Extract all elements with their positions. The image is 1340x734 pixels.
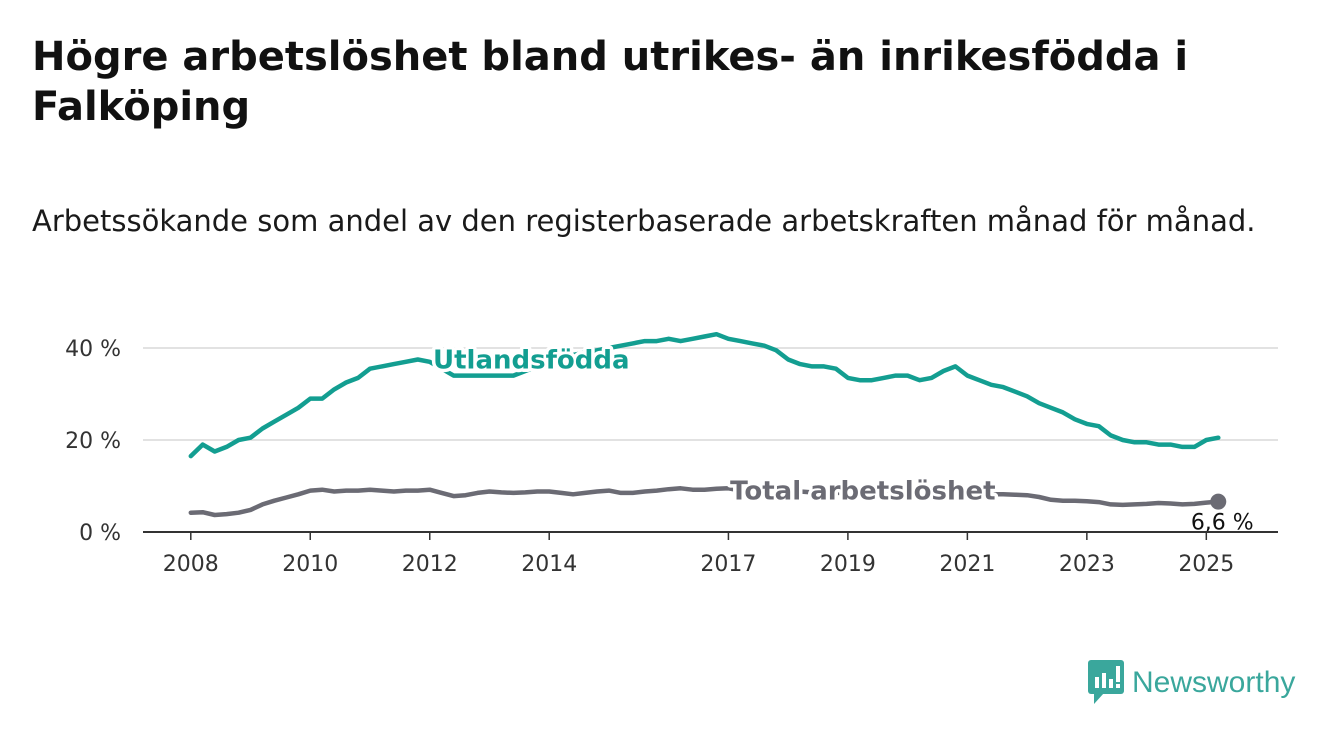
line-layer (188, 331, 1227, 518)
x-tick-label: 2025 (1178, 552, 1234, 577)
end-point-marker (1210, 493, 1227, 510)
x-tick-label: 2008 (163, 552, 219, 577)
y-tick-label: 20 % (65, 429, 121, 454)
page-title: Högre arbetslöshet bland utrikes- än inr… (32, 34, 1189, 130)
y-tick-label: 0 % (79, 521, 121, 546)
newsworthy-logo-icon (1088, 660, 1124, 704)
y-tick-label: 40 % (65, 337, 121, 362)
x-tick-label: 2023 (1059, 552, 1115, 577)
chart-subtitle: Arbetssökande som andel av den registerb… (32, 204, 1256, 238)
x-tick-label: 2010 (282, 552, 338, 577)
x-tick-label: 2019 (820, 552, 876, 577)
x-tick-label: 2014 (521, 552, 577, 577)
x-tick-label: 2021 (939, 552, 995, 577)
axis-layer: 0 % 20 % 40 % 2008 2010 2012 2014 2017 2019 2021 2… (65, 337, 1278, 577)
brand-name: Newsworthy (1132, 666, 1296, 699)
x-tick-label: 2017 (700, 552, 756, 577)
series-line-total (188, 486, 1221, 518)
newsworthy-logo: Newsworthy (1088, 660, 1295, 706)
series-label: Total arbetslöshet (730, 477, 995, 507)
grid-layer (143, 347, 1278, 441)
series-line-utlandsfodda (188, 331, 1221, 459)
series-label: Utlandsfödda (433, 346, 630, 376)
x-tick-label: 2012 (402, 552, 458, 577)
